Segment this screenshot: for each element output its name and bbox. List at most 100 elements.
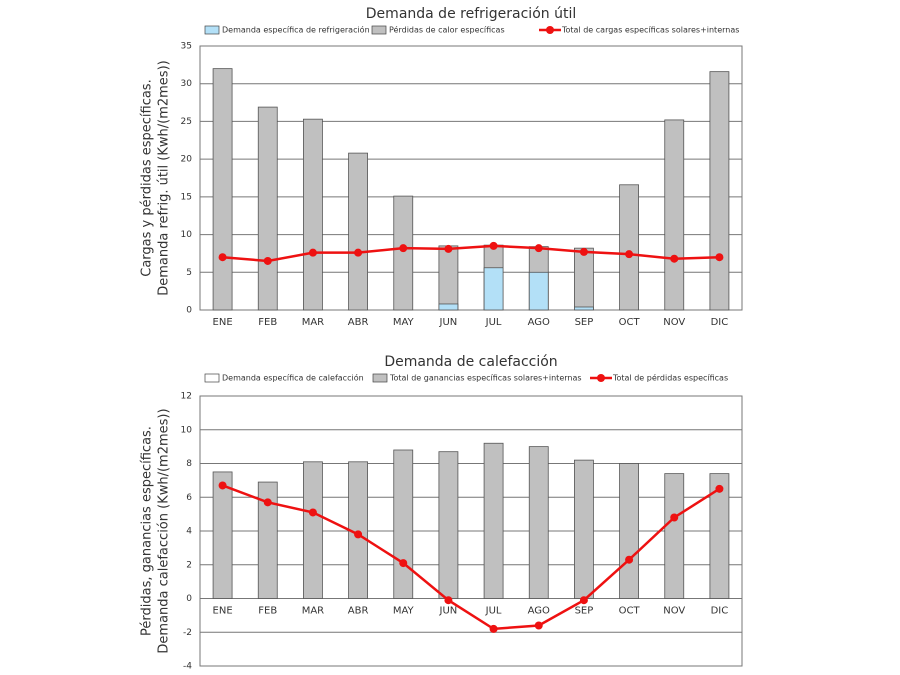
bar (483, 267, 504, 311)
legend-label: Pérdidas de calor específicas (389, 25, 505, 35)
y-axis-label: Cargas y pérdidas específicas. (140, 79, 155, 276)
y-tick-label: 0 (186, 306, 192, 316)
x-tick-label: MAY (393, 606, 415, 617)
x-tick-label: MAR (302, 317, 324, 328)
x-tick-label: JUL (485, 606, 502, 617)
x-tick-label: FEB (258, 317, 277, 328)
legend-label: Demanda específica de calefacción (222, 373, 364, 383)
x-tick-label: JUN (439, 606, 458, 617)
chart-title: Demanda de refrigeración útil (366, 6, 576, 22)
y-tick-label: 10 (181, 425, 193, 435)
bar (438, 303, 459, 311)
x-tick-label: DIC (711, 606, 729, 617)
legend-swatch (372, 373, 388, 383)
bar (574, 247, 594, 311)
point (489, 241, 498, 250)
legend-dot (597, 374, 605, 382)
y-axis-label: Demanda refrig. útil (Kwh/(m2mes)) (157, 60, 172, 295)
point (534, 621, 543, 630)
x-tick-label: SEP (575, 317, 594, 328)
point (354, 530, 363, 539)
line (222, 484, 721, 631)
y-axis-label: Demanda calefacción (Kwh/(m2mes)) (157, 408, 172, 653)
y-tick-label: 20 (181, 155, 193, 165)
x-tick-label: MAY (393, 317, 415, 328)
point (399, 559, 408, 568)
point (399, 244, 408, 253)
legend-dot (546, 26, 554, 34)
x-tick-label: ABR (348, 317, 369, 328)
bar (528, 446, 549, 599)
y-tick-label: 30 (181, 79, 193, 89)
point (579, 596, 588, 605)
bar (483, 442, 504, 599)
legend-swatch (204, 25, 220, 35)
x-tick-label: ABR (348, 606, 369, 617)
y-tick-label: -2 (183, 628, 192, 638)
x-tick-label: NOV (663, 317, 685, 328)
point (625, 555, 634, 564)
point (354, 248, 363, 257)
point (218, 253, 227, 262)
legend-swatch (204, 373, 220, 383)
bar (212, 471, 233, 599)
legend-label: Total de ganancias específicas solares+i… (389, 374, 582, 383)
bar (303, 118, 323, 311)
legend-label: Total de cargas específicas solares+inte… (561, 26, 739, 35)
x-tick-label: JUN (439, 317, 458, 328)
y-tick-label: 4 (186, 527, 192, 537)
point (218, 481, 227, 490)
bar (709, 71, 730, 311)
plot-frame (199, 45, 743, 311)
point (444, 596, 453, 605)
y-tick-label: -4 (183, 662, 192, 672)
y-tick-label: 35 (181, 42, 192, 52)
bar (393, 195, 414, 311)
bar (257, 106, 278, 311)
x-tick-label: NOV (663, 606, 685, 617)
point (444, 244, 453, 253)
point (625, 250, 634, 259)
point (715, 484, 724, 493)
x-tick-label: SEP (575, 606, 594, 617)
bar (393, 449, 414, 599)
point (308, 248, 317, 257)
point (670, 254, 679, 263)
y-tick-label: 2 (186, 560, 192, 570)
y-tick-label: 12 (181, 392, 192, 402)
line (222, 244, 720, 263)
y-tick-label: 6 (186, 493, 192, 503)
x-tick-label: ENE (213, 606, 233, 617)
point (579, 247, 588, 256)
bar (257, 481, 278, 599)
legend-label: Total de pérdidas específicas (612, 373, 728, 383)
y-tick-label: 15 (181, 192, 192, 202)
y-tick-label: 25 (181, 117, 192, 127)
legend-swatch (371, 25, 387, 35)
chart-title: Demanda de calefacción (384, 354, 557, 370)
x-tick-label: FEB (258, 606, 277, 617)
bar (709, 473, 730, 599)
x-tick-label: ENE (213, 317, 233, 328)
bar (528, 271, 549, 311)
x-tick-label: OCT (619, 606, 641, 617)
point (715, 253, 724, 262)
y-tick-label: 10 (181, 230, 193, 240)
bar (212, 68, 233, 311)
x-tick-label: OCT (619, 317, 641, 328)
bar (664, 119, 685, 311)
point (534, 244, 543, 253)
x-tick-label: JUL (485, 317, 502, 328)
bar (303, 461, 323, 599)
bar (574, 306, 594, 311)
bar (438, 245, 459, 311)
bar (574, 459, 594, 599)
y-tick-label: 5 (186, 268, 192, 278)
bar (619, 184, 639, 311)
point (263, 498, 272, 507)
bar (619, 463, 639, 599)
y-tick-label: 0 (186, 594, 192, 604)
plot-frame (199, 395, 743, 667)
y-tick-label: 8 (186, 459, 192, 469)
